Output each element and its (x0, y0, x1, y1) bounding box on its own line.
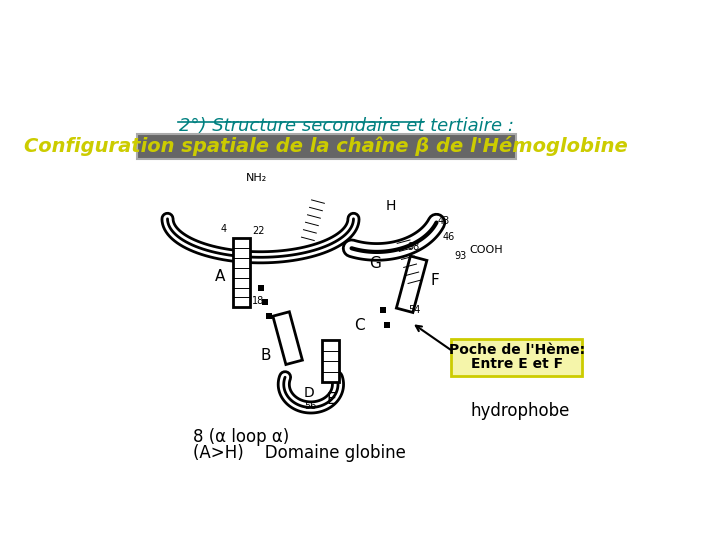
Text: Configuration spatiale de la chaîne β de l'Hémoglobine: Configuration spatiale de la chaîne β de… (24, 137, 629, 157)
Bar (273, 312, 302, 364)
Bar (380, 307, 386, 313)
Text: 98: 98 (408, 241, 420, 252)
Text: 46: 46 (443, 232, 455, 242)
Text: COOH: COOH (469, 245, 503, 254)
Text: 4: 4 (221, 224, 227, 234)
Text: 8 (α loop α): 8 (α loop α) (193, 428, 289, 446)
Bar (397, 256, 427, 313)
Text: Poche de l'Hème:: Poche de l'Hème: (449, 343, 585, 357)
Text: B: B (260, 348, 271, 362)
Text: 43: 43 (437, 216, 449, 226)
Bar (258, 285, 264, 291)
Text: Entre E et F: Entre E et F (471, 357, 563, 372)
Text: 56: 56 (304, 401, 316, 411)
Text: 22: 22 (252, 226, 264, 236)
Text: 54: 54 (408, 305, 420, 315)
FancyBboxPatch shape (451, 339, 582, 376)
Text: NH₂: NH₂ (246, 173, 267, 183)
Text: 18: 18 (252, 295, 264, 306)
Bar (233, 238, 250, 307)
Text: H: H (385, 199, 396, 213)
Bar (384, 322, 390, 328)
Bar (322, 340, 339, 382)
Text: C: C (354, 319, 365, 334)
Text: E: E (327, 392, 337, 407)
Text: F: F (431, 273, 439, 288)
FancyBboxPatch shape (137, 134, 516, 159)
Text: 93: 93 (454, 251, 467, 261)
Bar (266, 313, 272, 319)
Text: hydrophobe: hydrophobe (470, 402, 570, 420)
Text: 2°) Structure secondaire et tertiaire :: 2°) Structure secondaire et tertiaire : (179, 117, 514, 135)
Bar (262, 299, 269, 305)
Text: G: G (369, 256, 381, 271)
Text: (A>H)    Domaine globine: (A>H) Domaine globine (193, 444, 406, 462)
Text: A: A (215, 269, 225, 284)
Text: D: D (304, 387, 315, 401)
